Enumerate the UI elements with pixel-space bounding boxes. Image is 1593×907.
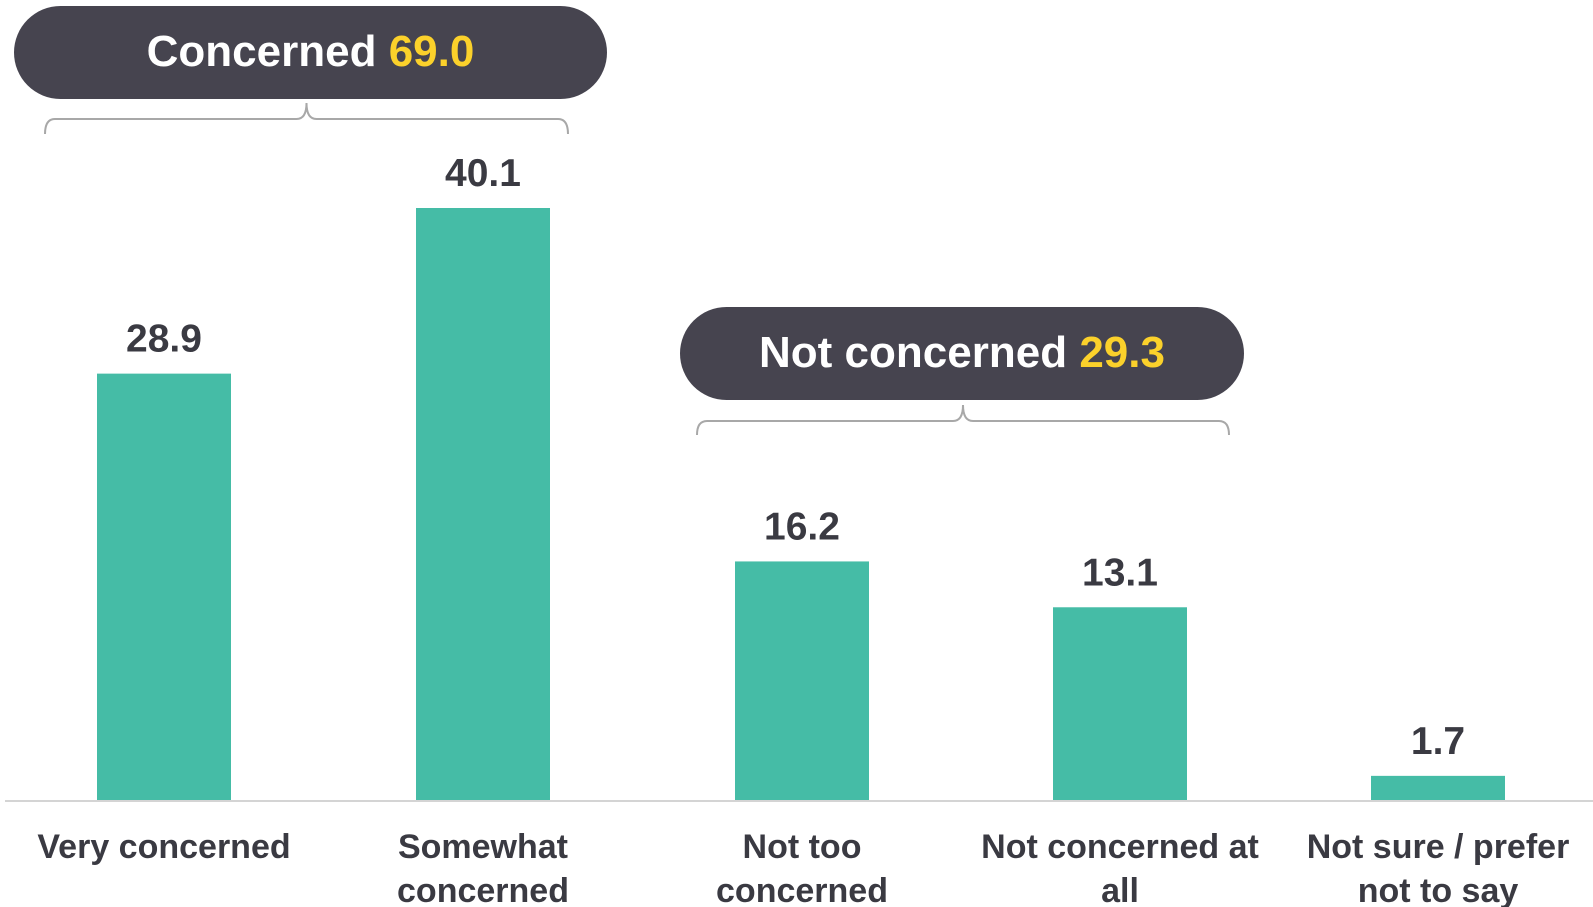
category-label-0-line-0: Very concerned [37, 828, 290, 866]
bar-value-label-4: 1.7 [1411, 720, 1465, 763]
group-total-0: 69.0 [389, 27, 475, 76]
bar-0 [97, 373, 231, 801]
group-pill-text-0: Concerned 69.0 [147, 27, 475, 76]
group-label-1: Not concerned [759, 328, 1079, 377]
category-label-1-line-0: Somewhat [398, 828, 568, 866]
bar-value-label-2: 16.2 [764, 505, 840, 548]
bar-2 [735, 561, 869, 801]
category-label-4-line-1: not to say [1358, 872, 1519, 907]
category-label-3-line-1: all [1101, 872, 1139, 907]
bar-value-label-1: 40.1 [445, 152, 521, 195]
group-bracket-0 [44, 102, 569, 135]
group-bracket-1 [696, 404, 1230, 436]
group-total-1: 29.3 [1079, 328, 1165, 377]
bars: 28.9 40.1 16.2 13.1 1.7 [97, 152, 1505, 801]
category-label-2-line-0: Not too [743, 828, 862, 866]
bar-4 [1371, 775, 1505, 801]
bar-value-label-0: 28.9 [126, 318, 202, 361]
group-0: Concerned 69.0 [14, 6, 607, 135]
category-labels: Very concerned Somewhat concerned Not too co… [37, 828, 1569, 907]
bar-value-label-3: 13.1 [1082, 551, 1158, 594]
group-pill-0 [14, 6, 607, 99]
group-annotations: Concerned 69.0 Not concerned 29.3 [14, 6, 1244, 436]
group-pill-text-1: Not concerned 29.3 [759, 328, 1165, 377]
category-label-3-line-0: Not concerned at [981, 828, 1259, 866]
bar-1 [416, 208, 550, 801]
group-1: Not concerned 29.3 [680, 307, 1244, 436]
group-label-0: Concerned [147, 27, 389, 76]
category-label-2-line-1: concerned [716, 872, 888, 907]
group-pill-1 [680, 307, 1244, 400]
category-label-4-line-0: Not sure / prefer [1307, 828, 1570, 866]
category-label-1-line-1: concerned [397, 872, 569, 907]
bar-3 [1053, 607, 1187, 801]
